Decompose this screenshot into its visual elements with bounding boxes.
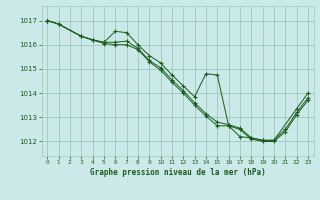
X-axis label: Graphe pression niveau de la mer (hPa): Graphe pression niveau de la mer (hPa)	[90, 168, 266, 177]
